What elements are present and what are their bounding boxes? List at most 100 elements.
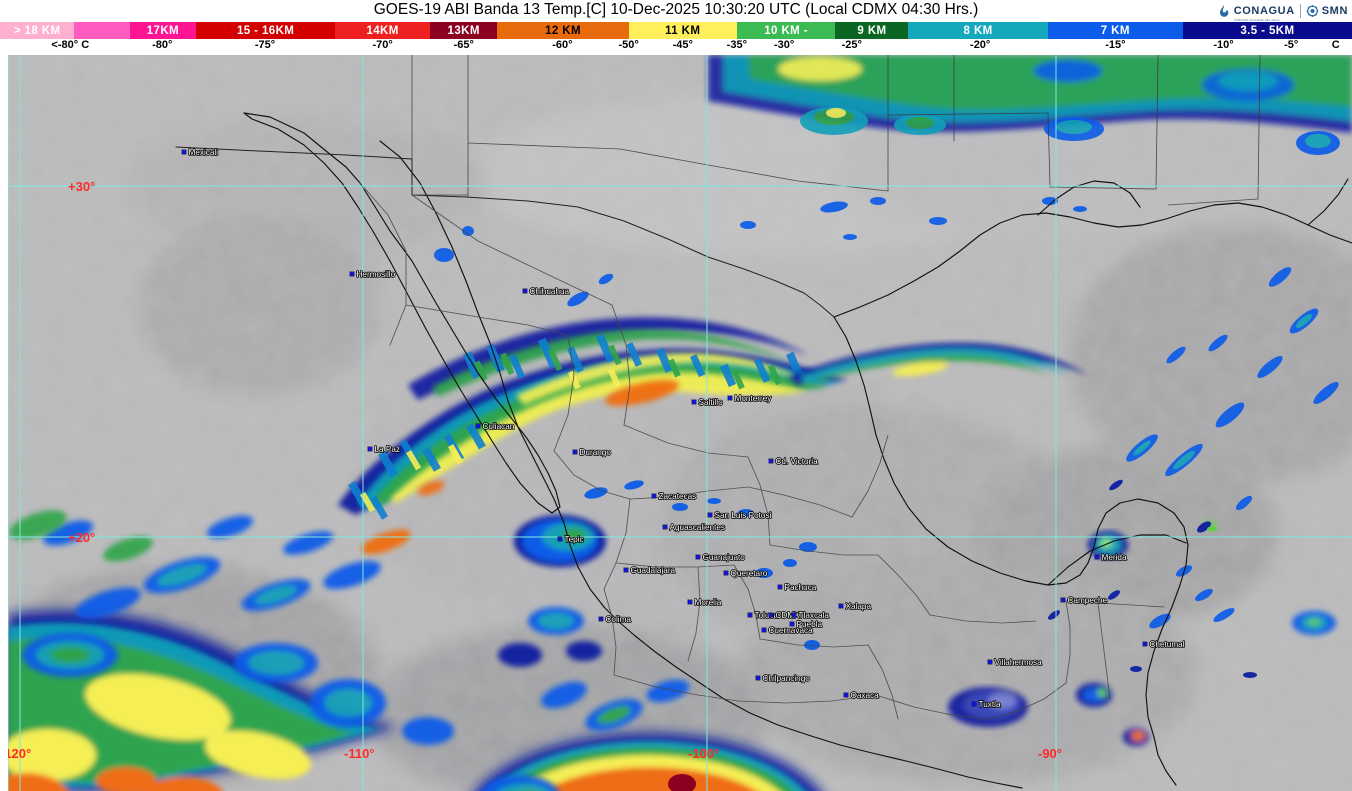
colorbar: > 18 KM 17KM 15 - 16KM 14KM 13KM 12 KM 11 KM 10… <box>0 22 1352 39</box>
city-label: Guadalajara <box>631 566 676 575</box>
colorbar-segment-label: 17KM <box>146 24 180 37</box>
city-label: Mexicali <box>189 148 219 157</box>
city-dot-icon <box>768 612 774 618</box>
city-marker-pachuca: Pachuca <box>777 582 818 593</box>
colorbar-segment-7: 11 KM <box>628 22 737 39</box>
city-label: Tlaxcala <box>799 611 830 620</box>
city-dot-icon <box>987 659 993 665</box>
city-marker-mexicali: Mexicali <box>181 147 219 158</box>
city-dot-icon <box>791 612 797 618</box>
graticule: +30° +20° -120° -110° -100° -90° <box>8 55 1352 791</box>
graticule-labels: +30° +20° -120° -110° -100° -90° <box>8 179 1062 761</box>
city-marker-merida: Merida <box>1094 552 1128 563</box>
graticule-lines <box>8 55 1352 791</box>
page-title: GOES-19 ABI Banda 13 Temp.[C] 10-Dec-202… <box>373 1 979 18</box>
city-marker-tepic: Tepic <box>557 534 584 545</box>
logo-divider <box>1299 4 1301 18</box>
northern-gulf-band <box>708 55 1352 133</box>
city-dot-icon <box>1142 641 1148 647</box>
city-dot-icon <box>1060 597 1066 603</box>
city-label: Xalapa <box>846 602 872 611</box>
conagua-logo: CONAGUA COMISION NACIONAL DEL AGUA <box>1218 1 1295 22</box>
city-marker-cuernavaca: Cuernavaca <box>761 625 814 636</box>
city-dot-icon <box>367 446 373 452</box>
colorbar-segment-1 <box>74 22 130 39</box>
city-dot-icon <box>557 536 563 542</box>
usa-gulf-coast <box>833 202 1352 318</box>
city-dot-icon <box>475 423 481 429</box>
north-cells <box>434 197 1087 307</box>
florida-coast <box>1307 178 1349 226</box>
city-marker-toluca: Toluca <box>747 610 779 621</box>
city-label: Chihuahua <box>530 287 570 296</box>
city-label: Oaxaca <box>851 691 880 700</box>
colorbar-segment-label: 12 KM <box>545 24 581 37</box>
colorbar-segment-label: 14KM <box>366 24 399 37</box>
usa-state-lines <box>411 55 1261 206</box>
colorbar-segment-label: 13KM <box>447 24 480 37</box>
colorbar-segment-label: 15 - 16KM <box>236 24 295 37</box>
city-label: Campeche <box>1068 596 1108 605</box>
city-dot-icon <box>349 271 355 277</box>
city-dot-icon <box>768 458 774 464</box>
city-dot-icon <box>723 570 729 576</box>
colorbar-segment-label: 9 KM <box>857 24 887 37</box>
yucatan-north-coast <box>1047 534 1187 586</box>
colorbar-segment-10: 8 KM <box>908 22 1048 39</box>
city-marker-campeche: Campeche <box>1060 595 1108 606</box>
city-label: Colima <box>606 615 632 624</box>
satellite-map-canvas: +30° +20° -120° -110° -100° -90° Mexical… <box>8 55 1352 791</box>
colorbar-segment-6: 12 KM <box>497 22 629 39</box>
colorbar-tick-2: -75° <box>254 39 276 51</box>
colorbar-segment-5: 13KM <box>429 22 498 39</box>
gear-globe-icon <box>1306 5 1319 17</box>
caribbean-cells <box>1076 521 1336 746</box>
city-dot-icon <box>747 612 753 618</box>
city-label: Chilpancingo <box>763 674 811 683</box>
satellite-map[interactable]: +30° +20° -120° -110° -100° -90° Mexical… <box>8 55 1352 791</box>
gulf-west-coast <box>833 316 1027 582</box>
city-label: Merida <box>1102 553 1127 562</box>
city-dot-icon <box>971 701 977 707</box>
city-dot-icon <box>755 675 761 681</box>
colorbar-tick-10: -25° <box>841 39 862 51</box>
mainland-pacific-coast-north <box>379 140 605 608</box>
colorbar-segment-8: 10 KM - <box>736 22 836 39</box>
city-marker-colima: Colima <box>598 614 632 625</box>
city-label: Pachuca <box>785 583 817 592</box>
city-marker-zacatecas: Zacatecas <box>651 491 697 502</box>
city-label: San Luis Potosi <box>715 511 772 520</box>
city-dot-icon <box>695 554 701 560</box>
pacific-cloud-band <box>8 510 454 791</box>
logo-group: CONAGUA COMISION NACIONAL DEL AGUA SMN <box>1218 1 1348 22</box>
atlantic-scattered-cells <box>1048 131 1340 678</box>
city-marker-aguascalientes: Aguascalientes <box>662 522 726 533</box>
city-marker-monterrey: Monterrey <box>727 393 773 404</box>
pacific-coast-south <box>603 606 1023 789</box>
city-dot-icon <box>662 524 668 530</box>
city-dot-icon <box>1094 554 1100 560</box>
city-label: Tepic <box>565 535 584 544</box>
lon-label-110: -110° <box>344 746 375 761</box>
city-dot-icon <box>598 616 604 622</box>
city-marker-chetumal: Chetumal <box>1142 639 1186 650</box>
colorbar-tick-14: -5° <box>1284 39 1299 51</box>
deep-convective-cluster <box>476 733 820 791</box>
city-marker-culiacan: Culiacan <box>475 421 516 432</box>
city-marker-tuxtla: Tuxtla <box>971 699 1002 710</box>
smn-logo-text: SMN <box>1321 5 1348 17</box>
city-dot-icon <box>707 512 713 518</box>
belize-coast <box>1153 736 1177 786</box>
city-label: Culiacan <box>483 422 515 431</box>
colorbar-tick-15: C <box>1331 39 1340 51</box>
city-dot-icon <box>691 399 697 405</box>
conagua-logo-text: CONAGUA <box>1233 4 1295 17</box>
city-dot-icon <box>687 599 693 605</box>
colorbar-segment-2: 17KM <box>129 22 197 39</box>
colorbar-tick-12: -15° <box>1105 39 1126 51</box>
city-marker-xalapa: Xalapa <box>838 601 872 612</box>
lat-label-20: +20° <box>68 530 95 545</box>
mexico-state-lines <box>359 182 1165 720</box>
city-dot-icon <box>777 584 783 590</box>
city-label: Tuxtla <box>979 700 1001 709</box>
